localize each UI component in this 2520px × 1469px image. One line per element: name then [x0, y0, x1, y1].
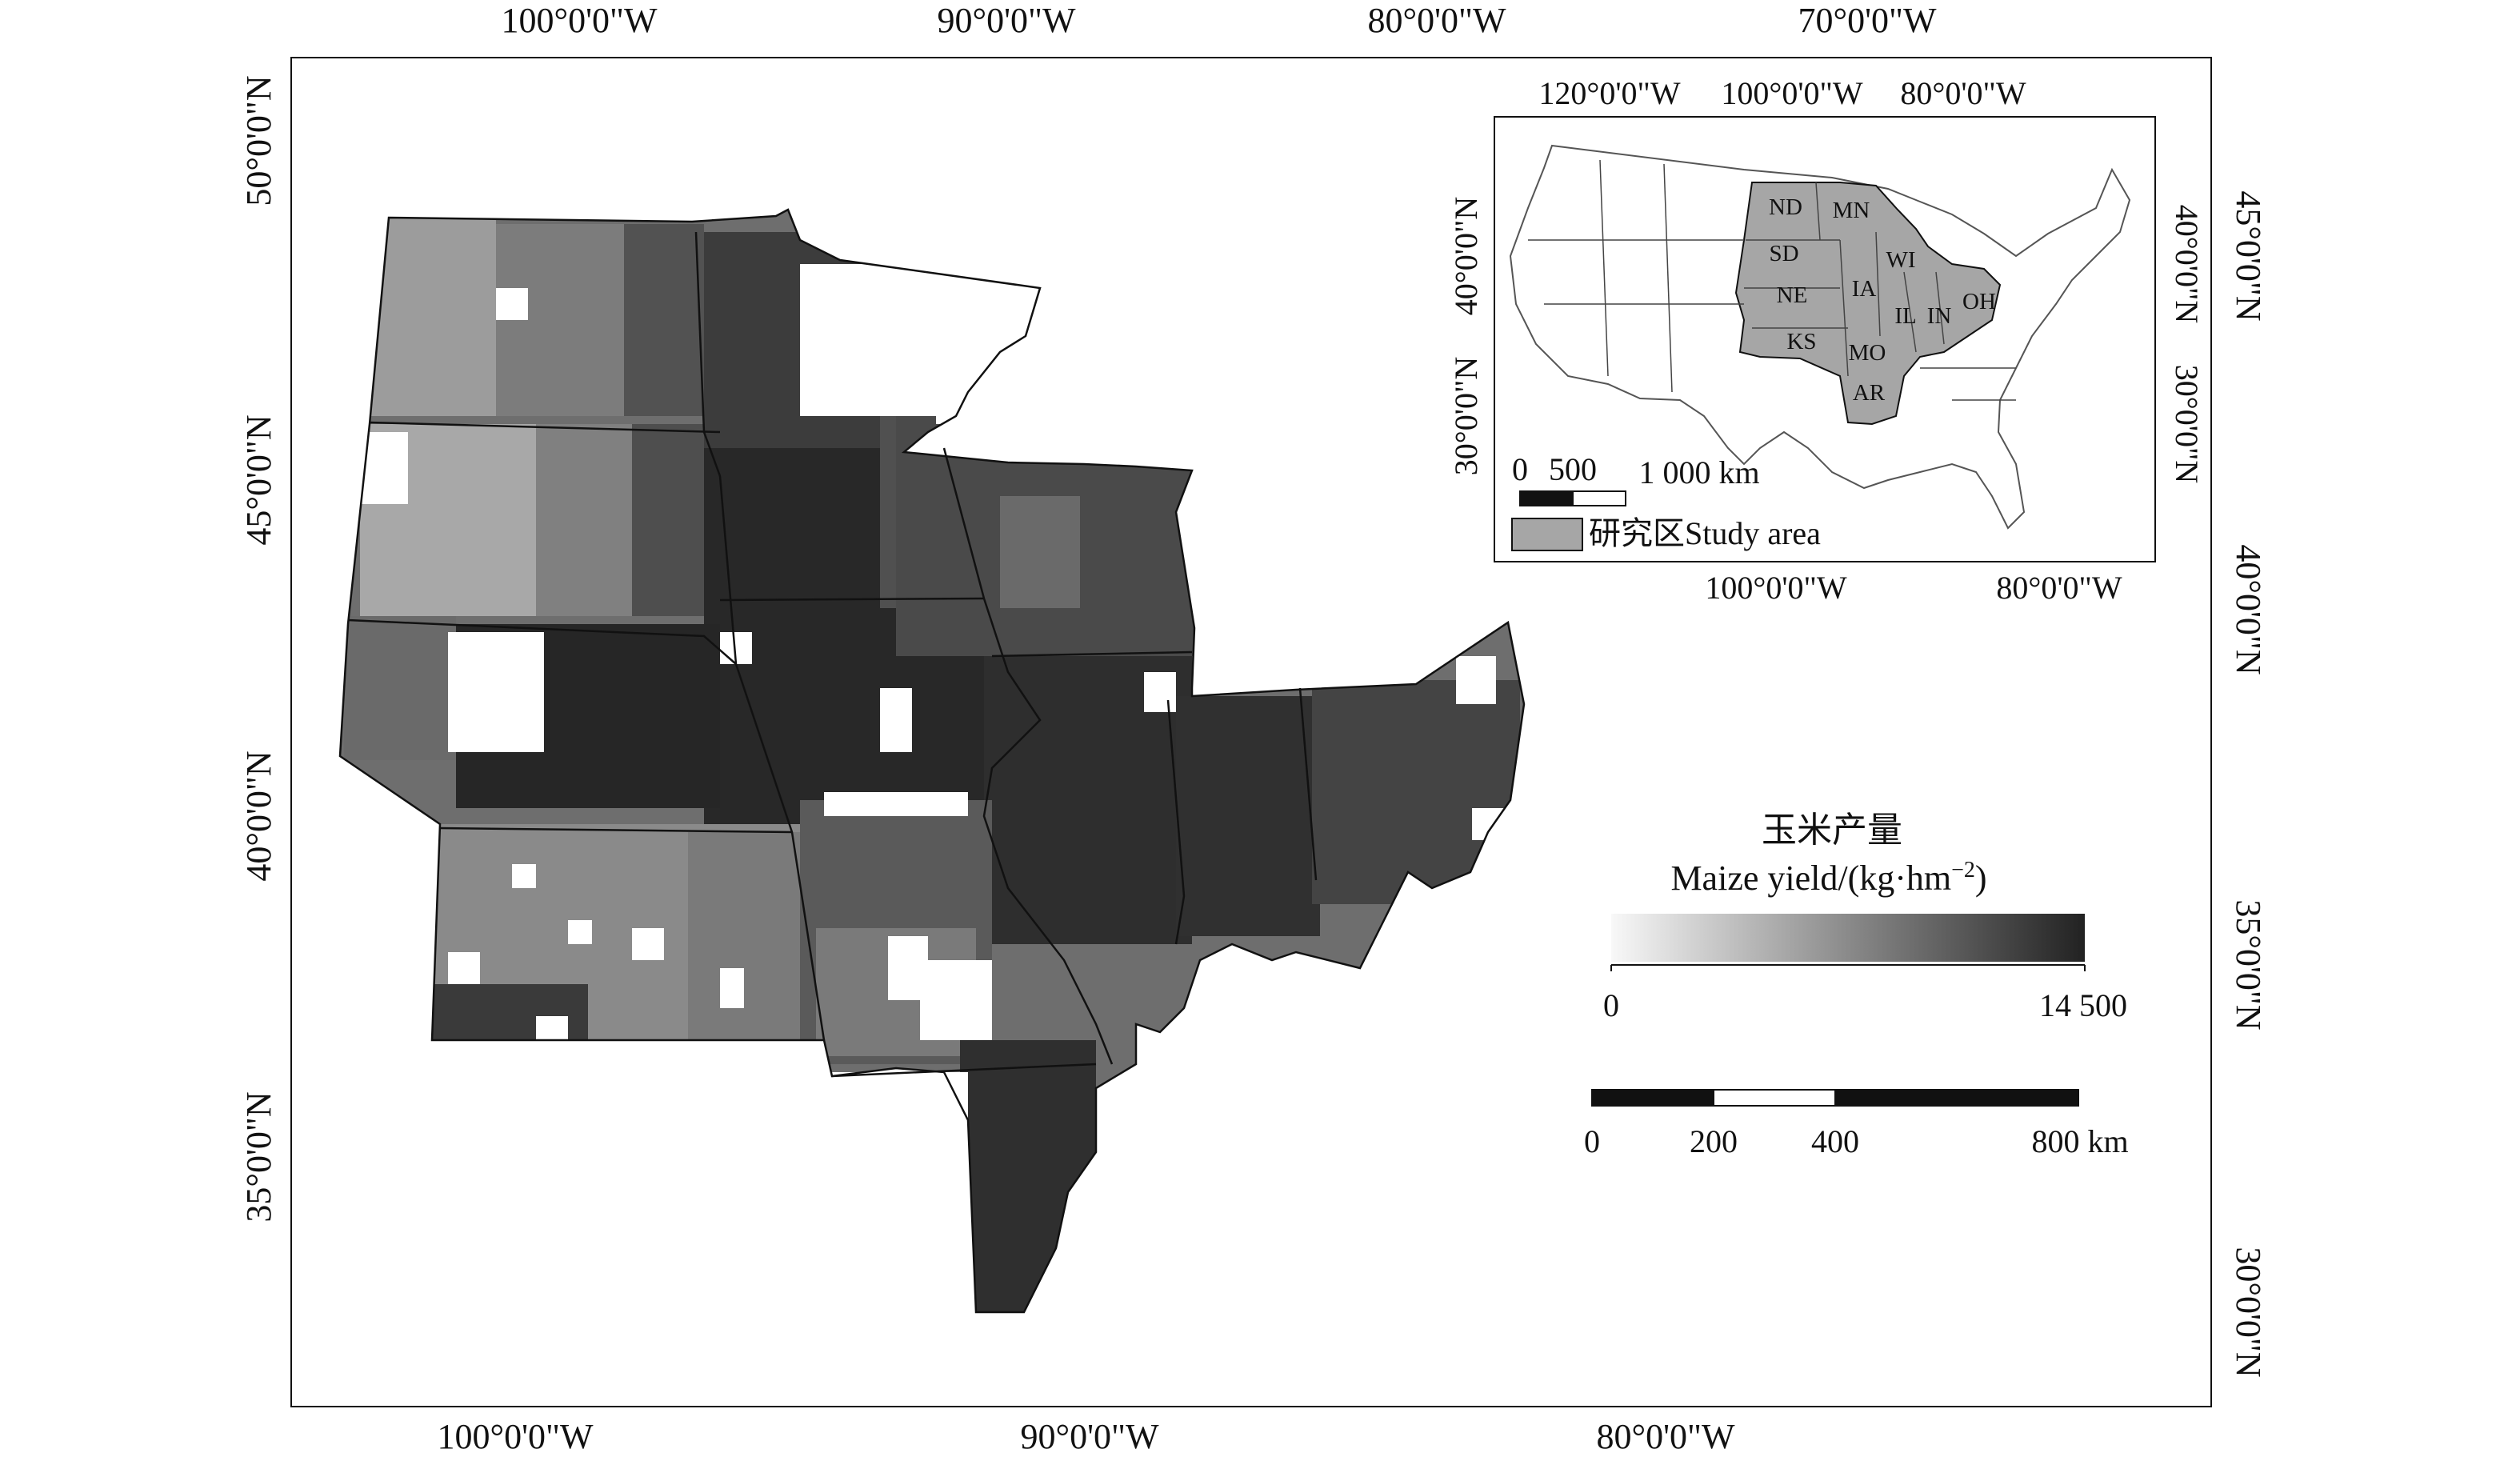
legend-color-ramp [1611, 914, 2085, 962]
right-axis-label: 30°0'0"N [2229, 1247, 2268, 1377]
state-code-label: KS [1786, 329, 1816, 354]
study-area-legend-label: 研究区Study area [1589, 515, 1821, 551]
state-code-label: AR [1853, 380, 1886, 406]
map-frame [290, 57, 2212, 1407]
left-axis-label: 50°0'0"N [239, 75, 278, 206]
legend-title-end: ) [1975, 859, 1987, 898]
inset-right-label: 30°0'0"N [2169, 365, 2205, 483]
state-code-label: OH [1962, 289, 1996, 314]
inset-legend: 研究区Study area [1511, 515, 1821, 551]
inset-state-codes: ND MN SD WI NE IA IL IN OH KS MO AR [1769, 194, 1996, 406]
right-axis-label: 35°0'0"N [2229, 899, 2268, 1030]
scale-bar-label: 400 [1811, 1123, 1859, 1159]
yield-zone-in [1176, 696, 1320, 936]
state-code-label: SD [1769, 241, 1798, 266]
inset-scale-label: 1 000 km [1638, 454, 1759, 490]
scale-bar-label: 200 [1690, 1123, 1738, 1159]
yield-legend: 玉米产量 Maize yield/(kg·hm−2) 0 14 500 [1603, 811, 2127, 1023]
state-code-label: NE [1777, 282, 1808, 308]
yield-zone-oh [1312, 680, 1520, 904]
inset-right-axis: 30°0'0"N 40°0'0"N [2169, 205, 2205, 483]
inset-scale-label: 500 [1549, 451, 1597, 487]
state-code-label: WI [1886, 247, 1915, 273]
bottom-axis-label: 80°0'0"W [1596, 1417, 1734, 1456]
scale-bar-label: 0 [1584, 1123, 1600, 1159]
inset-bottom-axis: 100°0'0"W 80°0'0"W [1705, 570, 2122, 606]
top-axis-label: 80°0'0"W [1367, 1, 1506, 40]
legend-title-cn: 玉米产量 [1762, 811, 1902, 850]
top-axis-label: 100°0'0"W [501, 1, 657, 40]
inset-top-label: 100°0'0"W [1721, 75, 1863, 111]
right-axis: 45°0'0"N 40°0'0"N 35°0'0"N 30°0'0"N [2229, 190, 2268, 1377]
state-borders [338, 208, 1526, 1314]
inset-left-axis: 30°0'0"N 40°0'0"N [1448, 197, 1484, 475]
state-code-label: MN [1833, 198, 1870, 223]
state-code-label: IN [1927, 303, 1952, 329]
bottom-axis-label: 100°0'0"W [437, 1417, 593, 1456]
inset-top-axis: 120°0'0"W 100°0'0"W 80°0'0"W [1538, 75, 2026, 111]
legend-title-en-main: Maize yield/(kg·hm [1670, 859, 1951, 898]
inset-bottom-label: 80°0'0"W [1996, 570, 2122, 606]
top-axis-label: 70°0'0"W [1798, 1, 1936, 40]
scale-bar: 0 200 400 800 km [1584, 1089, 2129, 1159]
state-code-label: IA [1852, 276, 1877, 302]
yield-zone-nd-west [368, 216, 496, 416]
inset-top-label: 80°0'0"W [1900, 75, 2026, 111]
inset-left-label: 40°0'0"N [1448, 197, 1484, 315]
left-axis: 50°0'0"N 45°0'0"N 40°0'0"N 35°0'0"N [239, 75, 278, 1222]
top-axis: 100°0'0"W 90°0'0"W 80°0'0"W 70°0'0"W [501, 1, 1936, 40]
left-axis-label: 45°0'0"N [239, 414, 278, 545]
study-area-swatch [1511, 518, 1583, 551]
left-axis-label: 40°0'0"N [239, 751, 278, 881]
state-code-label: IL [1894, 303, 1916, 329]
inset-right-label: 40°0'0"N [2169, 205, 2205, 323]
right-axis-label: 45°0'0"N [2229, 190, 2268, 321]
bottom-axis-label: 90°0'0"W [1020, 1417, 1158, 1456]
inset-map: ND MN SD WI NE IA IL IN OH KS MO AR 120°… [1448, 75, 2205, 606]
legend-min-label: 0 [1603, 987, 1619, 1023]
bottom-axis: 100°0'0"W 90°0'0"W 80°0'0"W [437, 1417, 1734, 1456]
study-area-outline [338, 208, 1526, 1314]
left-axis-label: 35°0'0"N [239, 1091, 278, 1222]
state-code-label: MO [1849, 340, 1886, 366]
top-axis-label: 90°0'0"W [937, 1, 1075, 40]
scale-bar-label: 800 km [2031, 1123, 2128, 1159]
right-axis-label: 40°0'0"N [2229, 544, 2268, 674]
inset-left-label: 30°0'0"N [1448, 357, 1484, 475]
state-code-label: ND [1769, 194, 1802, 220]
legend-title-exponent: −2 [1951, 858, 1975, 883]
inset-scale-label: 0 [1512, 451, 1528, 487]
yield-choropleth [340, 210, 1524, 1312]
inset-top-label: 120°0'0"W [1538, 75, 1681, 111]
yield-zone-ne [344, 616, 456, 760]
inset-scale-bar: 0 500 1 000 km [1512, 451, 1760, 506]
legend-max-label: 14 500 [2039, 987, 2127, 1023]
legend-title-en: Maize yield/(kg·hm−2) [1670, 858, 1986, 898]
inset-study-area [1734, 182, 2002, 426]
inset-bottom-label: 100°0'0"W [1705, 570, 1847, 606]
